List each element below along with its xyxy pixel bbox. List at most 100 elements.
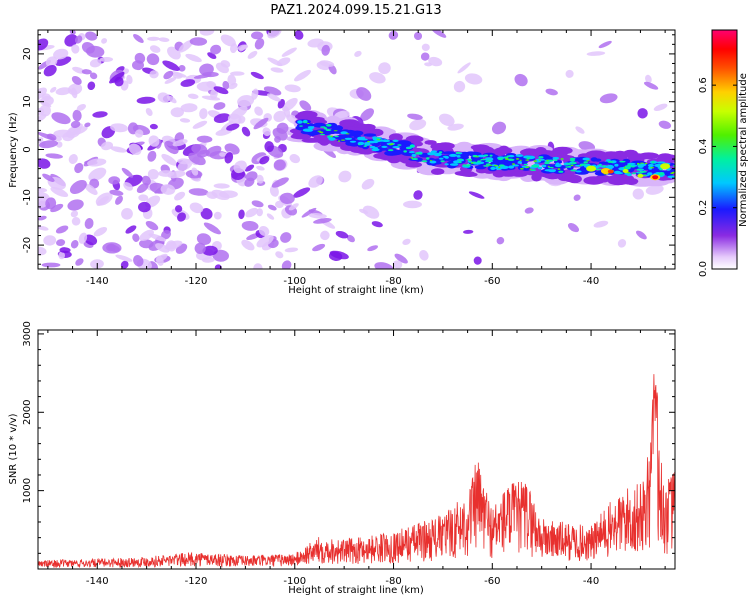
- spectrogram-ridge-blob: [517, 161, 522, 164]
- spectrogram-noise-blob: [145, 108, 153, 116]
- spectrogram-noise-blob: [161, 229, 171, 240]
- spectrogram-ridge-blob: [602, 165, 606, 168]
- spectrogram-noise-blob: [196, 233, 212, 245]
- spectrogram-ridge-blob: [566, 162, 572, 165]
- spectrogram-noise-blob: [421, 43, 430, 52]
- spectrogram-ridge-blob: [548, 166, 554, 169]
- spectrogram-ridge-blob: [580, 163, 586, 166]
- spectrogram-noise-blob: [241, 239, 255, 251]
- spectrogram-ridge-blob: [460, 172, 478, 178]
- spectrogram-noise-blob: [121, 207, 133, 220]
- spectrogram-noise-blob: [215, 62, 229, 74]
- spectrogram-noise-blob: [50, 203, 64, 213]
- spectrogram-noise-blob: [199, 63, 214, 76]
- spectrogram-ridge-blob: [364, 142, 371, 146]
- spectrogram-noise-blob: [367, 245, 379, 252]
- spectrogram-noise-blob: [247, 50, 258, 59]
- colorbar-tick-label: 0.4: [698, 138, 709, 154]
- spectrogram-ridge-blob: [595, 168, 602, 171]
- spectrogram-noise-blob: [164, 240, 183, 250]
- spectrogram-noise-blob: [409, 119, 427, 131]
- spectrogram-ridge-blob: [360, 123, 376, 131]
- spectrogram-noise-blob: [281, 260, 292, 269]
- spectrogram-ridge-blob: [583, 161, 588, 164]
- spectrogram-noise-blob: [71, 44, 80, 54]
- spectrogram-noise-blob: [281, 47, 297, 57]
- spectrogram-ridge-blob: [475, 156, 480, 158]
- spectrogram-noise-blob: [637, 108, 648, 119]
- spectrogram-noise-blob: [264, 141, 275, 153]
- spectrogram-ridge-blob: [431, 168, 445, 175]
- x-tick-label: -120: [185, 276, 208, 287]
- spectrogram-noise-blob: [163, 70, 174, 80]
- spectrogram-ridge-blob: [299, 125, 303, 127]
- spectrogram-noise-blob: [78, 232, 88, 244]
- spectrogram-ridge-blob: [525, 166, 530, 168]
- spectrogram-noise-blob: [149, 70, 159, 79]
- spectrogram-ridge-blob: [624, 167, 631, 170]
- top-x-axis-label: Height of straight line (km): [288, 285, 424, 296]
- spectrogram-noise-blob: [394, 253, 408, 264]
- spectrogram-noise-blob: [653, 103, 668, 111]
- spectrogram-ridge-blob: [442, 151, 456, 155]
- spectrogram-noise-blob: [85, 31, 98, 41]
- spectrogram-ridge-blob: [377, 139, 381, 141]
- spectrogram-hotspot: [652, 175, 659, 180]
- spectrogram-ridge-blob: [648, 163, 654, 167]
- spectrogram-noise-blob: [72, 126, 88, 135]
- spectrogram-ridge-blob: [456, 151, 461, 154]
- spectrogram-noise-blob: [38, 140, 59, 149]
- spectrogram-noise-blob: [210, 44, 222, 55]
- spectrogram-noise-blob: [71, 75, 82, 85]
- spectrogram-noise-blob: [233, 160, 247, 174]
- spectrogram-noise-blob: [161, 153, 178, 166]
- spectrogram-ridge-blob: [325, 129, 332, 131]
- spectrogram-ridge-blob: [490, 166, 496, 170]
- spectrogram-noise-blob: [266, 213, 275, 220]
- spectrogram-noise-blob: [213, 102, 226, 110]
- spectrogram-noise-blob: [244, 164, 255, 172]
- spectrogram-ridge-blob: [472, 145, 491, 153]
- spectrogram-noise-blob: [253, 263, 263, 269]
- spectrogram-ridge-blob: [369, 145, 376, 149]
- spectrogram-ridge-blob: [636, 163, 641, 166]
- spectrogram-noise-blob: [473, 256, 482, 265]
- spectrogram-ridge-blob: [349, 140, 357, 143]
- spectrogram-ridge-blob: [427, 152, 436, 156]
- spectrogram-noise-blob: [468, 191, 485, 199]
- spectrogram-noise-blob: [38, 246, 47, 256]
- spectrogram-noise-blob: [125, 225, 137, 234]
- spectrogram-ridge-blob: [579, 165, 582, 167]
- spectrogram-noise-blob: [636, 230, 647, 240]
- spectrogram-noise-blob: [123, 182, 133, 191]
- spectrogram-noise-blob: [38, 38, 49, 51]
- spectrogram-noise-blob: [334, 110, 350, 119]
- y-tick-label: -10: [22, 189, 33, 205]
- spectrogram-noise-blob: [38, 215, 47, 221]
- spectrogram-noise-blob: [267, 57, 283, 67]
- spectrogram-noise-blob: [205, 145, 222, 157]
- spectrogram-ridge-blob: [553, 150, 564, 158]
- spectrogram-noise-blob: [269, 185, 279, 197]
- spectrogram-noise-blob: [346, 234, 355, 243]
- spectrogram-noise-blob: [38, 132, 56, 141]
- spectrogram-noise-blob: [139, 239, 154, 249]
- spectrogram-noise-blob: [188, 188, 209, 196]
- snr-panel: -140 -120 -100 -80 -60 -40 1000 2000 3000 Heigh…: [8, 321, 676, 596]
- spectrogram-noise-blob: [132, 233, 140, 242]
- spectrogram-ridge-blob: [397, 144, 402, 146]
- spectrogram-noise-blob: [189, 37, 208, 46]
- spectrogram-noise-blob: [96, 196, 109, 206]
- spectrogram-ridge-blob: [405, 135, 424, 143]
- spectrogram-noise-blob: [38, 225, 49, 231]
- spectrogram-ridge-blob: [629, 153, 649, 161]
- spectrogram-noise-blob: [141, 175, 151, 186]
- spectrogram-ridge-blob: [640, 162, 644, 164]
- colorbar: 0.0 0.2 0.4 0.6 Normalized spectral amplitu…: [698, 29, 749, 277]
- spectrogram-noise-blob: [191, 167, 199, 176]
- spectrogram-ridge-blob: [530, 169, 536, 172]
- spectrogram-noise-blob: [203, 222, 221, 235]
- spectrogram-noise-blob: [289, 154, 301, 164]
- spectrogram-noise-blob: [643, 81, 659, 90]
